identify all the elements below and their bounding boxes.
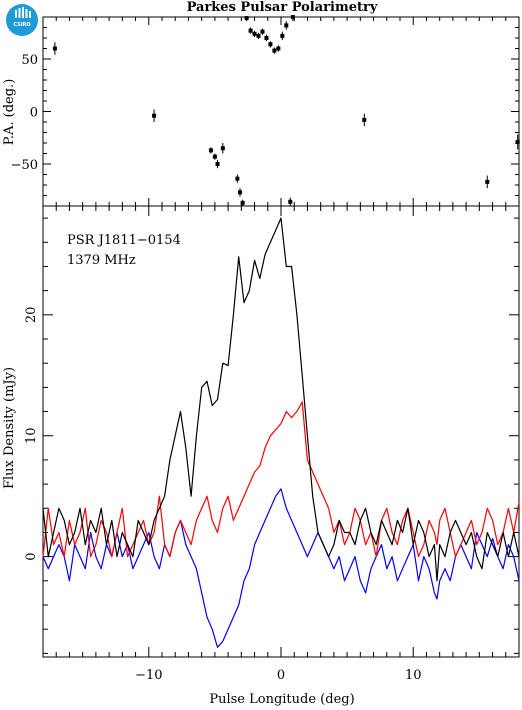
- pa-data-point: [208, 148, 213, 153]
- csiro-logo: CSIRO: [6, 4, 38, 36]
- pa-panel: Parkes Pulsar Polarimetry P.A. (deg.) −5…: [2, 0, 520, 207]
- pa-data-point: [256, 33, 261, 38]
- pa-axis-ticks: −50 0 50: [11, 16, 520, 207]
- total-intensity-line: [42, 217, 520, 582]
- logo-mark-icon: [15, 7, 31, 18]
- profile-x-tick-label: 10: [405, 668, 422, 683]
- linear-polarization-line: [42, 401, 520, 558]
- pa-plot-frame: [42, 16, 520, 207]
- profile-panel: Flux Density (mJy) Pulse Longitude (deg)…: [2, 205, 520, 707]
- pa-data-point: [215, 162, 220, 166]
- profile-series: [42, 217, 520, 648]
- pa-data-point: [212, 154, 217, 159]
- pa-data-point: [264, 36, 269, 40]
- pa-data-point: [268, 42, 273, 47]
- pa-data-point: [235, 176, 240, 181]
- csiro-logo-text: CSIRO: [13, 22, 30, 28]
- pa-data-point: [284, 23, 289, 28]
- pa-data-point: [220, 146, 225, 151]
- pa-data-point: [240, 200, 245, 205]
- pa-data-point: [252, 31, 257, 36]
- profile-y-tick-label: 0: [24, 553, 39, 561]
- pa-y-tick-label: 50: [21, 53, 38, 68]
- pa-data-point: [248, 28, 253, 33]
- pa-data-point: [288, 199, 293, 204]
- pa-data-point: [52, 46, 57, 51]
- pa-data-point: [272, 48, 277, 53]
- pa-data-point: [152, 113, 157, 118]
- pa-data-point: [515, 139, 520, 144]
- pa-data-point: [362, 117, 367, 122]
- profile-plot-frame: [42, 205, 520, 658]
- pa-y-tick-label: −50: [11, 158, 38, 173]
- pa-data-point: [290, 15, 295, 19]
- profile-x-tick-label: −10: [135, 668, 162, 683]
- pa-data-points: [52, 15, 520, 206]
- pulsar-name-annotation: PSR J1811−0154: [67, 233, 181, 248]
- flux-y-axis-label: Flux Density (mJy): [2, 367, 17, 489]
- profile-x-tick-label: 0: [277, 668, 285, 683]
- pa-data-point: [260, 29, 265, 34]
- pa-data-point: [238, 190, 243, 195]
- pa-y-tick-label: 0: [30, 106, 38, 121]
- chart-title: Parkes Pulsar Polarimetry: [187, 0, 378, 15]
- pa-y-axis-label: P.A. (deg.): [2, 79, 17, 146]
- pa-data-point: [280, 33, 285, 38]
- frequency-annotation: 1379 MHz: [67, 253, 136, 268]
- pulse-longitude-x-axis-label: Pulse Longitude (deg): [209, 692, 354, 707]
- profile-y-tick-label: 10: [24, 427, 39, 444]
- profile-y-tick-label: 20: [24, 307, 39, 324]
- circular-polarization-line: [42, 488, 520, 648]
- pa-data-point: [244, 16, 249, 21]
- pa-data-point: [276, 46, 281, 51]
- pa-data-point: [485, 179, 490, 184]
- profile-axis-ticks: −10 0 10 0 10 20: [24, 206, 520, 683]
